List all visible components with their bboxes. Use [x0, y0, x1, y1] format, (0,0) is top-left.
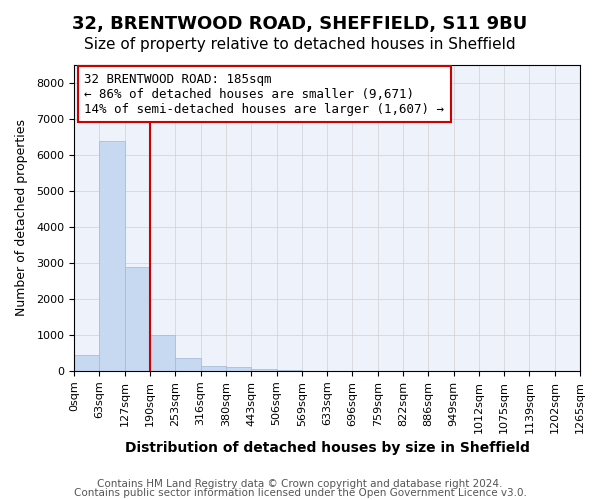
Text: 32, BRENTWOOD ROAD, SHEFFIELD, S11 9BU: 32, BRENTWOOD ROAD, SHEFFIELD, S11 9BU: [73, 15, 527, 33]
Bar: [74, 354, 100, 371]
Bar: [226, 368, 251, 371]
Bar: [100, 140, 125, 371]
Text: Size of property relative to detached houses in Sheffield: Size of property relative to detached ho…: [84, 38, 516, 52]
Bar: [277, 370, 302, 371]
Bar: [200, 366, 226, 371]
Text: Contains HM Land Registry data © Crown copyright and database right 2024.: Contains HM Land Registry data © Crown c…: [97, 479, 503, 489]
X-axis label: Distribution of detached houses by size in Sheffield: Distribution of detached houses by size …: [125, 441, 530, 455]
Text: 32 BRENTWOOD ROAD: 185sqm
← 86% of detached houses are smaller (9,671)
14% of se: 32 BRENTWOOD ROAD: 185sqm ← 86% of detac…: [84, 72, 444, 116]
Bar: [125, 266, 150, 371]
Y-axis label: Number of detached properties: Number of detached properties: [15, 120, 28, 316]
Bar: [175, 358, 200, 371]
Bar: [251, 369, 277, 371]
Text: Contains public sector information licensed under the Open Government Licence v3: Contains public sector information licen…: [74, 488, 526, 498]
Bar: [150, 335, 175, 371]
